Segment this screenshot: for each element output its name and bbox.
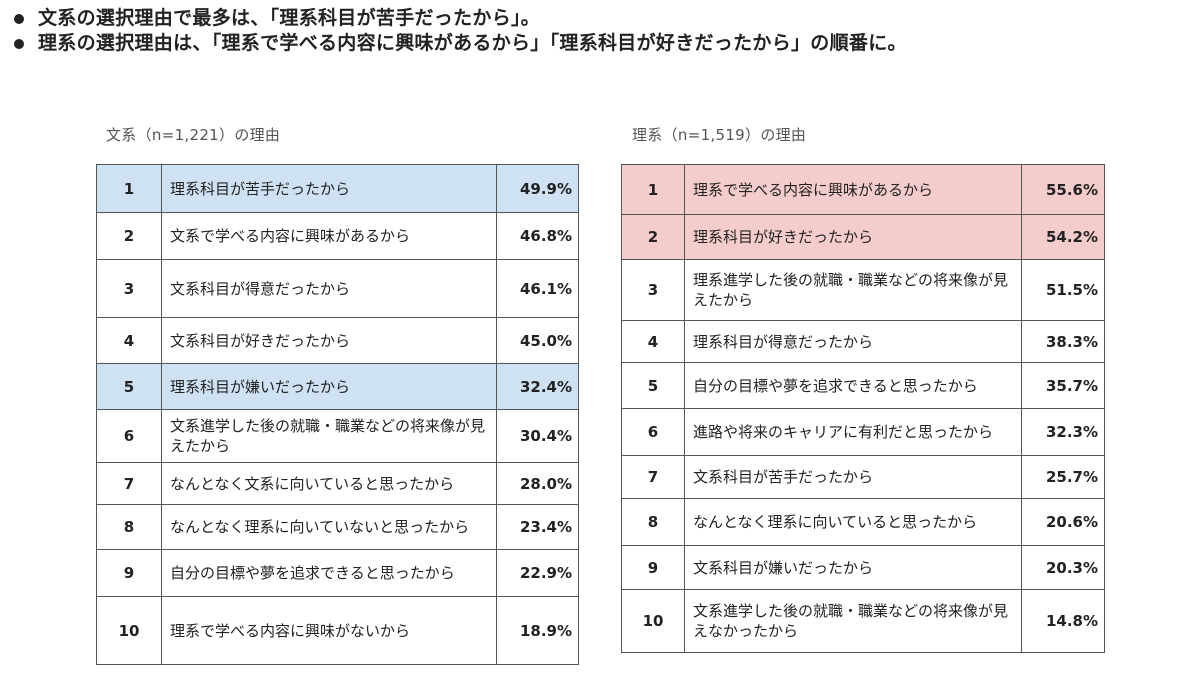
table-row: 7 文系科目が苦手だったから 25.7% [622,456,1105,499]
percent-cell: 20.6% [1022,499,1105,546]
reason-cell: 文系で学べる内容に興味があるから [162,213,497,260]
reason-cell: なんとなく理系に向いていないと思ったから [162,505,497,550]
percent-cell: 46.1% [497,260,579,318]
percent-cell: 14.8% [1022,590,1105,653]
rank-cell: 5 [622,363,685,409]
reason-cell: 進路や将来のキャリアに有利だと思ったから [685,409,1022,456]
reason-cell: なんとなく文系に向いていると思ったから [162,463,497,505]
percent-cell: 22.9% [497,550,579,597]
rikei-caption: 理系（n=1,519）の理由 [632,124,806,145]
rank-cell: 9 [97,550,162,597]
reason-cell: 文系科目が嫌いだったから [685,546,1022,590]
table-row: 8 なんとなく理系に向いていないと思ったから 23.4% [97,505,579,550]
reason-cell: 理系科目が苦手だったから [162,165,497,213]
rank-cell: 2 [97,213,162,260]
table-row: 9 自分の目標や夢を追求できると思ったから 22.9% [97,550,579,597]
rank-cell: 1 [622,165,685,215]
reason-cell: 自分の目標や夢を追求できると思ったから [162,550,497,597]
rank-cell: 8 [622,499,685,546]
percent-cell: 32.4% [497,364,579,410]
rank-cell: 6 [97,410,162,463]
percent-cell: 55.6% [1022,165,1105,215]
rank-cell: 7 [622,456,685,499]
rank-cell: 5 [97,364,162,410]
summary-bullets: 文系の選択理由で最多は、「理系科目が苦手だったから」。 理系の選択理由は、「理系… [10,6,1190,56]
rank-cell: 1 [97,165,162,213]
summary-bullet-1: 文系の選択理由で最多は、「理系科目が苦手だったから」。 [10,6,1190,31]
bunkei-reasons-table: 1 理系科目が苦手だったから 49.9% 2 文系で学べる内容に興味があるから 46.8%… [96,164,579,665]
table-row: 3 文系科目が得意だったから 46.1% [97,260,579,318]
rank-cell: 7 [97,463,162,505]
percent-cell: 32.3% [1022,409,1105,456]
table-row: 6 文系進学した後の就職・職業などの将来像が見えたから 30.4% [97,410,579,463]
reason-cell: 理系科目が得意だったから [685,321,1022,363]
percent-cell: 51.5% [1022,260,1105,321]
reason-cell: 文系科目が得意だったから [162,260,497,318]
rikei-reasons-table: 1 理系で学べる内容に興味があるから 55.6% 2 理系科目が好きだったから 54.2%… [621,164,1105,653]
table-row: 2 文系で学べる内容に興味があるから 46.8% [97,213,579,260]
table-row: 5 理系科目が嫌いだったから 32.4% [97,364,579,410]
reason-cell: 文系進学した後の就職・職業などの将来像が見えなかったから [685,590,1022,653]
percent-cell: 35.7% [1022,363,1105,409]
reason-cell: 理系科目が好きだったから [685,215,1022,260]
rank-cell: 10 [97,597,162,665]
rank-cell: 6 [622,409,685,456]
rank-cell: 2 [622,215,685,260]
bunkei-caption: 文系（n=1,221）の理由 [106,124,280,145]
percent-cell: 38.3% [1022,321,1105,363]
table-row: 1 理系科目が苦手だったから 49.9% [97,165,579,213]
percent-cell: 49.9% [497,165,579,213]
percent-cell: 25.7% [1022,456,1105,499]
table-row: 5 自分の目標や夢を追求できると思ったから 35.7% [622,363,1105,409]
percent-cell: 30.4% [497,410,579,463]
table-row: 6 進路や将来のキャリアに有利だと思ったから 32.3% [622,409,1105,456]
rank-cell: 3 [97,260,162,318]
rank-cell: 10 [622,590,685,653]
table-row: 10 文系進学した後の就職・職業などの将来像が見えなかったから 14.8% [622,590,1105,653]
reason-cell: 文系科目が好きだったから [162,318,497,364]
table-row: 7 なんとなく文系に向いていると思ったから 28.0% [97,463,579,505]
percent-cell: 45.0% [497,318,579,364]
reason-cell: 理系で学べる内容に興味がないから [162,597,497,665]
table-row: 4 文系科目が好きだったから 45.0% [97,318,579,364]
percent-cell: 18.9% [497,597,579,665]
percent-cell: 23.4% [497,505,579,550]
reason-cell: 自分の目標や夢を追求できると思ったから [685,363,1022,409]
rank-cell: 4 [97,318,162,364]
table-row: 3 理系進学した後の就職・職業などの将来像が見えたから 51.5% [622,260,1105,321]
rank-cell: 4 [622,321,685,363]
rank-cell: 8 [97,505,162,550]
summary-bullet-2: 理系の選択理由は、「理系で学べる内容に興味があるから」「理系科目が好きだったから… [10,31,1190,56]
percent-cell: 46.8% [497,213,579,260]
table-row: 9 文系科目が嫌いだったから 20.3% [622,546,1105,590]
table-row: 1 理系で学べる内容に興味があるから 55.6% [622,165,1105,215]
reason-cell: 文系進学した後の就職・職業などの将来像が見えたから [162,410,497,463]
table-row: 4 理系科目が得意だったから 38.3% [622,321,1105,363]
rank-cell: 3 [622,260,685,321]
reason-cell: 理系進学した後の就職・職業などの将来像が見えたから [685,260,1022,321]
table-row: 10 理系で学べる内容に興味がないから 18.9% [97,597,579,665]
reason-cell: なんとなく理系に向いていると思ったから [685,499,1022,546]
table-row: 2 理系科目が好きだったから 54.2% [622,215,1105,260]
reason-cell: 理系科目が嫌いだったから [162,364,497,410]
percent-cell: 28.0% [497,463,579,505]
rank-cell: 9 [622,546,685,590]
percent-cell: 20.3% [1022,546,1105,590]
reason-cell: 理系で学べる内容に興味があるから [685,165,1022,215]
reason-cell: 文系科目が苦手だったから [685,456,1022,499]
table-row: 8 なんとなく理系に向いていると思ったから 20.6% [622,499,1105,546]
percent-cell: 54.2% [1022,215,1105,260]
